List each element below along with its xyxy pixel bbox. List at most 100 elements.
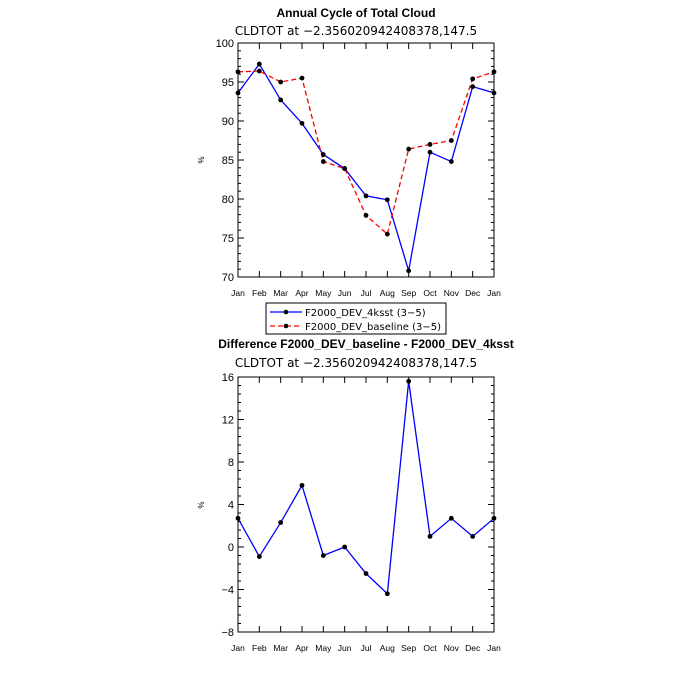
data-point — [470, 76, 476, 82]
x-tick-label: Sep — [401, 643, 416, 653]
legend-label-baseline: F2000_DEV_baseline (3−5) — [305, 322, 441, 333]
y-tick-label: 75 — [222, 233, 234, 245]
data-point — [427, 149, 433, 155]
plot-frame — [237, 42, 495, 278]
data-point — [406, 378, 412, 384]
data-point — [470, 533, 476, 539]
data-point — [342, 544, 348, 550]
y-tick-label: 95 — [222, 77, 234, 89]
chart-title: Difference F2000_DEV_baseline - F2000_DE… — [218, 337, 514, 351]
x-tick-label: Nov — [444, 643, 460, 653]
legend-label-4ksst: F2000_DEV_4ksst (3−5) — [305, 308, 426, 319]
data-point — [256, 61, 262, 67]
x-tick-label: Jan — [231, 643, 245, 653]
annual-cycle-chart: Annual Cycle of Total Cloud CLDTOT at −2… — [197, 6, 501, 298]
y-tick-label: 12 — [222, 415, 234, 427]
y-tick-label: 100 — [216, 38, 234, 50]
legend-marker-baseline — [283, 323, 289, 329]
x-tick-label: Jul — [361, 288, 372, 298]
axis-ticks — [237, 376, 495, 633]
data-point — [491, 69, 497, 75]
x-tick-label: Feb — [252, 643, 267, 653]
x-tick-label: Jan — [487, 643, 501, 653]
y-tick-label: 90 — [222, 116, 234, 128]
x-tick-label: Dec — [465, 643, 481, 653]
data-point — [320, 159, 326, 164]
data-point — [470, 84, 476, 90]
y-tick-label: −8 — [221, 627, 234, 639]
x-tick-label: Jun — [338, 643, 352, 653]
series-line-0 — [237, 63, 495, 272]
data-point — [448, 159, 454, 164]
data-point — [363, 212, 369, 218]
x-tick-label: Apr — [295, 643, 308, 653]
data-point — [235, 90, 241, 96]
x-tick-label: Oct — [423, 288, 437, 298]
data-point — [363, 571, 369, 576]
series-group — [235, 61, 497, 274]
x-tick-label: Mar — [273, 288, 288, 298]
chart-subtitle: CLDTOT at −2.356020942408378,147.5 — [235, 24, 477, 38]
x-tick-label: Jan — [231, 288, 245, 298]
x-tick-label: Jun — [338, 288, 352, 298]
x-tick-label: Dec — [465, 288, 481, 298]
y-tick-label: 70 — [222, 272, 234, 284]
x-tick-label: Aug — [380, 288, 395, 298]
y-tick-labels: 70 75 80 85 90 95 100 — [216, 38, 234, 284]
y-tick-label: 4 — [228, 500, 234, 512]
data-point — [491, 515, 497, 521]
x-tick-labels: Jan Feb Mar Apr May Jun Jul Aug Sep Oct Nov Dec Jan — [231, 288, 501, 298]
data-point — [299, 482, 305, 488]
x-tick-label: Oct — [423, 643, 437, 653]
data-point — [278, 79, 284, 85]
data-point — [363, 193, 369, 199]
legend: F2000_DEV_4ksst (3−5) F2000_DEV_baseline… — [265, 302, 447, 335]
plot-frame — [237, 376, 495, 633]
data-point — [299, 75, 305, 81]
series-line-1 — [237, 70, 495, 235]
data-point — [384, 591, 390, 597]
y-tick-labels: −8 −4 0 4 8 12 16 — [221, 372, 234, 639]
data-point — [427, 533, 433, 539]
data-point — [342, 166, 348, 171]
legend-box — [265, 302, 447, 335]
y-tick-label: 16 — [222, 372, 234, 384]
data-point — [320, 553, 326, 558]
y-tick-label: 0 — [228, 542, 234, 554]
x-tick-label: Nov — [444, 288, 460, 298]
x-tick-label: Apr — [295, 288, 308, 298]
data-point — [406, 146, 412, 152]
x-tick-label: Jul — [361, 643, 372, 653]
data-point — [448, 515, 454, 521]
data-point — [320, 152, 326, 157]
data-point — [406, 268, 412, 274]
x-tick-label: May — [315, 643, 332, 653]
difference-chart: Difference F2000_DEV_baseline - F2000_DE… — [197, 337, 514, 653]
x-tick-label: Sep — [401, 288, 416, 298]
data-point — [256, 68, 262, 74]
data-point — [448, 138, 454, 143]
chart-subtitle: CLDTOT at −2.356020942408378,147.5 — [235, 356, 477, 370]
data-point — [384, 231, 390, 237]
y-tick-label: 80 — [222, 194, 234, 206]
data-point — [278, 97, 284, 103]
x-tick-label: Mar — [273, 643, 288, 653]
data-point — [235, 69, 241, 75]
data-point — [278, 520, 284, 525]
data-point — [491, 90, 497, 96]
x-tick-label: May — [315, 288, 332, 298]
x-tick-label: Aug — [380, 643, 395, 653]
y-tick-label: 85 — [222, 155, 234, 167]
y-tick-label: 8 — [228, 457, 234, 469]
series-line-0 — [237, 380, 495, 595]
x-tick-label: Jan — [487, 288, 501, 298]
data-point — [299, 120, 305, 126]
legend-marker-4ksst — [283, 309, 289, 315]
chart-title: Annual Cycle of Total Cloud — [276, 6, 435, 20]
x-tick-labels: Jan Feb Mar Apr May Jun Jul Aug Sep Oct Nov Dec Jan — [231, 643, 501, 653]
data-point — [384, 197, 390, 203]
x-tick-label: Feb — [252, 288, 267, 298]
y-tick-label: −4 — [221, 585, 234, 597]
data-point — [427, 142, 433, 147]
